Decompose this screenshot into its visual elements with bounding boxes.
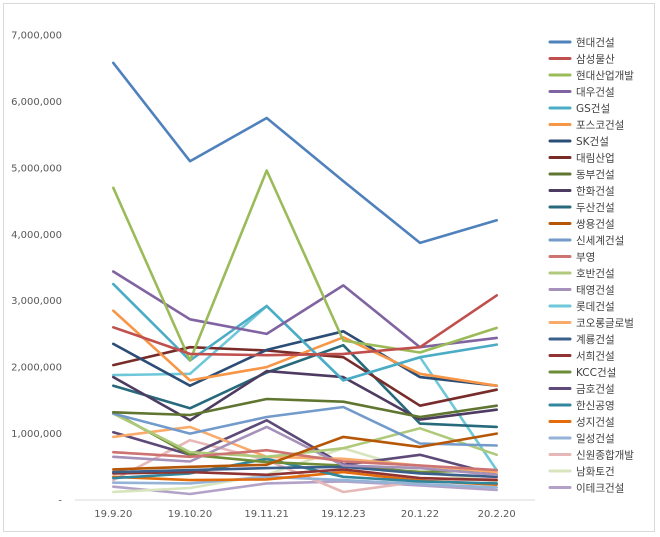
legend-label: 남화토건 — [576, 466, 615, 478]
series-line — [112, 410, 499, 474]
legend-label: 서희건설 — [576, 351, 615, 363]
legend-label: 한신공영 — [576, 400, 615, 412]
legend-label: 현대건설 — [576, 37, 615, 49]
series-line — [112, 169, 499, 362]
x-tick-label: 20.1.22 — [401, 509, 439, 520]
series-line — [112, 475, 499, 489]
x-tick-label: 19.10.20 — [168, 509, 213, 520]
series-line — [112, 412, 499, 459]
plot-area — [112, 61, 499, 496]
y-tick-label: 1,000,000 — [11, 429, 62, 440]
series-line — [112, 343, 499, 429]
y-tick-label: 4,000,000 — [11, 230, 62, 241]
legend-label: 두산건설 — [576, 202, 615, 214]
series-line — [112, 465, 499, 479]
series-line — [112, 397, 499, 419]
legend-label: 삼성물산 — [576, 54, 615, 66]
legend-label: 일성건설 — [576, 432, 615, 445]
legend-label: 이테크건설 — [576, 483, 624, 495]
legend-label: SK건설 — [576, 136, 609, 148]
legend-label: 한화건설 — [576, 186, 615, 198]
x-axis: 19.9.20 19.10.20 19.11.21 19.12.23 20.1.22 20… — [75, 499, 535, 520]
legend-label: 포스코건설 — [576, 120, 624, 132]
legend-label: 신원종합개발 — [576, 450, 634, 462]
series-line — [112, 425, 499, 477]
series-line — [112, 448, 499, 472]
legend-label: 호반건설 — [576, 268, 615, 280]
series-line — [112, 309, 499, 388]
series-line — [112, 329, 499, 388]
x-tick-label: 19.12.23 — [321, 509, 366, 520]
legend-label: 부영 — [576, 252, 595, 264]
y-axis: - 1,000,000 2,000,000 3,000,000 4,000,000 5,0… — [11, 31, 62, 507]
series-line — [112, 282, 499, 382]
series-line — [112, 405, 499, 447]
legend-label: 롯데건설 — [576, 301, 615, 313]
x-tick-label: 20.2.20 — [478, 509, 516, 520]
legend-label: 현대산업개발 — [576, 69, 634, 82]
y-tick-label: 7,000,000 — [11, 31, 62, 42]
legend-label: 동부건설 — [576, 169, 615, 181]
series-line — [112, 270, 499, 349]
legend-label: 성지건설 — [576, 417, 615, 429]
legend-label: 신세계건설 — [576, 235, 624, 247]
series-line — [112, 432, 499, 471]
legend-label: 쌍용건설 — [576, 219, 615, 231]
x-tick-label: 19.11.21 — [244, 509, 289, 520]
series-line — [112, 480, 499, 496]
series-line — [112, 61, 499, 245]
y-tick-label: 2,000,000 — [11, 363, 62, 374]
y-tick-label: 3,000,000 — [11, 296, 62, 307]
series-line — [112, 294, 499, 357]
legend-label: 코오롱글로벌 — [576, 318, 634, 330]
legend-label: 대우건설 — [576, 87, 615, 99]
series-line — [112, 418, 499, 477]
x-tick-label: 19.9.20 — [94, 509, 132, 520]
y-tick-label: 5,000,000 — [11, 163, 62, 174]
legend-label: 대림산업 — [576, 152, 615, 165]
legend-label: KCC건설 — [576, 367, 616, 379]
legend-label: GS건설 — [576, 103, 610, 115]
series-line — [112, 369, 499, 422]
y-tick-label: 6,000,000 — [11, 97, 62, 108]
legend-label: 태영건설 — [576, 285, 615, 297]
y-tick-label: - — [58, 496, 62, 507]
chart-frame — [3, 3, 655, 532]
legend-label: 계룡건설 — [576, 334, 615, 346]
series-line — [112, 468, 499, 482]
legend-label: 금호건설 — [576, 384, 615, 396]
